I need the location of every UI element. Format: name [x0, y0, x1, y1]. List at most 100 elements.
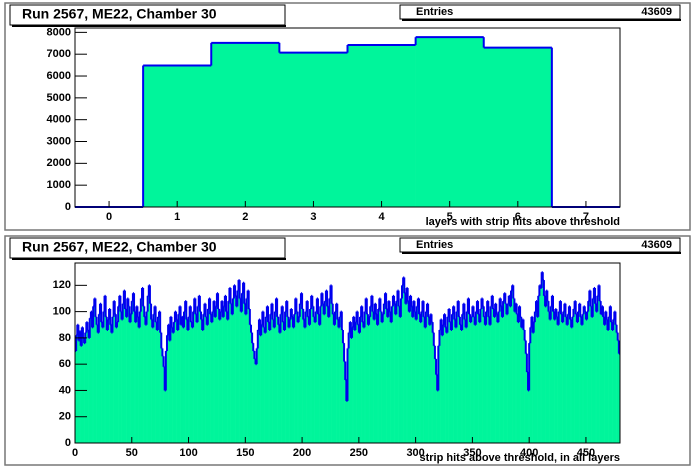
bar	[501, 316, 504, 443]
y-tick-label: 60	[59, 358, 71, 370]
bar	[239, 298, 242, 443]
bar	[617, 340, 620, 443]
bar	[190, 322, 193, 443]
bar	[537, 316, 539, 443]
chart-title: Run 2567, ME22, Chamber 30	[22, 6, 217, 22]
bar	[409, 295, 412, 443]
bar	[370, 306, 372, 443]
bar	[111, 332, 113, 443]
bar	[372, 311, 374, 443]
bar	[199, 311, 202, 443]
bar	[165, 351, 168, 443]
bar	[374, 303, 377, 443]
bar	[416, 306, 419, 443]
bar	[99, 303, 102, 443]
bar	[524, 340, 527, 443]
x-tick-label: 3	[310, 211, 316, 223]
bar	[379, 298, 381, 443]
bar	[523, 330, 525, 443]
bar	[583, 306, 586, 443]
bar	[255, 364, 257, 443]
bar	[479, 322, 481, 443]
bar	[135, 322, 137, 443]
bar	[337, 319, 339, 443]
bar	[562, 322, 564, 443]
bar	[426, 303, 429, 443]
bar	[468, 314, 471, 443]
bar	[235, 295, 237, 443]
bar	[98, 314, 101, 443]
bar	[153, 314, 155, 443]
bar	[584, 311, 587, 443]
bar	[605, 311, 607, 443]
bar	[195, 314, 197, 443]
bar	[314, 322, 317, 443]
bar	[530, 327, 532, 443]
x-tick-label: 350	[463, 447, 481, 459]
bar	[589, 290, 591, 443]
stats-value: 43609	[641, 6, 672, 18]
histogram-panel: 0 1000 2000 3000 4000 5000 6000 7000 8000 0 1 2 3 4 5 6…	[4, 2, 691, 231]
bar	[517, 322, 520, 443]
bar	[600, 314, 603, 443]
bar	[539, 285, 541, 443]
bar	[211, 322, 213, 443]
bar	[483, 47, 553, 207]
bar	[554, 319, 556, 443]
y-tick-label: 4000	[47, 114, 71, 126]
bar	[579, 303, 581, 443]
bar	[356, 311, 359, 443]
bar	[86, 322, 88, 443]
bar	[421, 311, 423, 443]
bar	[119, 295, 121, 443]
bar	[430, 314, 432, 443]
bar	[324, 301, 327, 443]
bar	[177, 330, 179, 443]
bar	[295, 298, 297, 443]
bar	[551, 295, 554, 443]
bar	[486, 311, 488, 443]
bar	[498, 311, 500, 443]
bar	[499, 298, 502, 443]
bar	[221, 301, 223, 443]
bar	[106, 330, 109, 443]
bar	[471, 316, 473, 443]
bar	[198, 295, 201, 443]
bar	[280, 314, 282, 443]
bar	[327, 306, 329, 443]
x-tick-label: 7	[583, 211, 589, 223]
bar	[459, 324, 462, 443]
bar	[612, 330, 614, 443]
bar	[465, 327, 468, 443]
bar	[137, 316, 139, 443]
bar	[103, 311, 105, 443]
bar	[395, 314, 397, 443]
bar	[506, 314, 508, 443]
bar	[340, 311, 343, 443]
bar	[311, 295, 313, 443]
bar	[475, 311, 478, 443]
y-tick-label: 5000	[47, 92, 71, 104]
bar	[207, 308, 210, 443]
bar	[444, 314, 446, 443]
bar	[224, 295, 227, 443]
bar	[514, 311, 516, 443]
bar	[419, 314, 421, 443]
bar	[164, 390, 167, 443]
bar	[211, 42, 280, 207]
x-tick-label: 200	[293, 447, 311, 459]
bar	[77, 324, 79, 443]
bar	[216, 293, 219, 443]
bar	[115, 327, 118, 443]
bar	[495, 303, 497, 443]
bar	[503, 301, 505, 443]
bar	[181, 316, 184, 443]
bar	[542, 280, 545, 443]
bar	[182, 327, 185, 443]
bar	[525, 353, 528, 443]
bar	[602, 316, 605, 443]
bar	[342, 343, 345, 443]
bar	[545, 306, 547, 443]
bar	[425, 311, 428, 443]
bar	[265, 316, 268, 443]
